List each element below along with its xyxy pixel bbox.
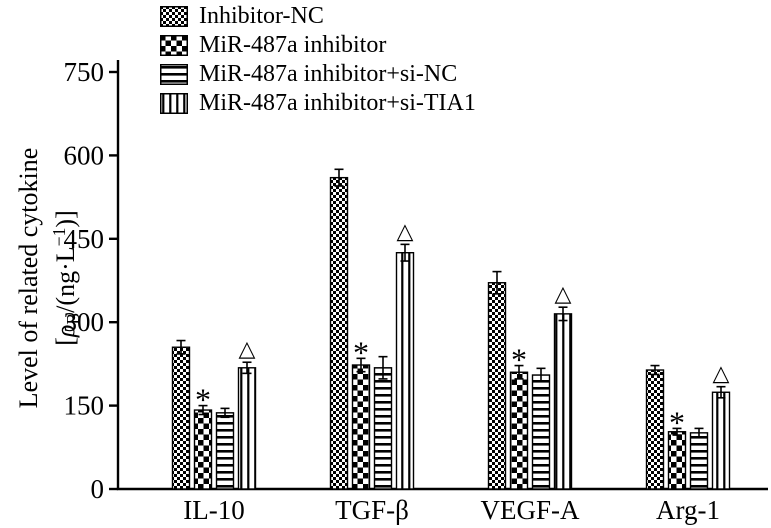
bar [193, 409, 213, 490]
units-exponent: −1 [49, 227, 69, 247]
legend-swatch-vlines-icon [160, 93, 188, 114]
x-category-label: Arg-1 [656, 495, 720, 525]
bar [509, 371, 529, 490]
legend-label: MiR-487a inhibitor+si-TIA1 [199, 90, 476, 116]
bar [711, 391, 731, 490]
legend-swatch-rect [160, 64, 188, 85]
significance-asterisk: * [353, 334, 369, 370]
legend-item: MiR-487a inhibitor+si-NC [160, 60, 476, 89]
y-tick-label: 450 [64, 224, 105, 254]
significance-triangle: △ [239, 336, 256, 361]
rho-subscript: B [63, 312, 84, 325]
y-axis-label-units: [ρB/(ng·L−1)] [44, 63, 89, 493]
y-tick-label: 300 [64, 307, 105, 337]
y-axis-label-line1: Level of related cytokine [14, 147, 43, 409]
x-category-label: TGF-β [335, 495, 409, 525]
bar [395, 251, 415, 490]
units-text: /(ng·L [50, 246, 80, 313]
y-tick-label: 750 [64, 57, 105, 87]
bar [329, 176, 349, 490]
bar [531, 374, 551, 490]
bar [487, 282, 507, 490]
legend-label: MiR-487a inhibitor [199, 32, 387, 58]
legend-label: MiR-487a inhibitor+si-NC [199, 61, 458, 87]
significance-asterisk: * [511, 342, 527, 378]
significance-asterisk: * [669, 404, 685, 440]
legend-swatch-checker-small-icon [160, 6, 188, 27]
y-tick-label: 0 [91, 474, 105, 504]
legend: Inhibitor-NC MiR-487a inhibitor MiR-487a… [160, 2, 476, 118]
bracket-open: [ [50, 337, 80, 346]
legend-swatch-rect [160, 93, 188, 114]
significance-asterisk: * [195, 382, 211, 418]
bar [645, 369, 665, 490]
bar [171, 346, 191, 490]
bar [237, 367, 257, 490]
legend-item: MiR-487a inhibitor+si-TIA1 [160, 89, 476, 118]
bracket-close: )] [50, 210, 80, 228]
y-tick-label: 150 [64, 391, 105, 421]
significance-triangle: △ [555, 281, 572, 306]
legend-swatch-rect [160, 35, 188, 56]
legend-swatch-checker-large-icon [160, 35, 188, 56]
significance-triangle: △ [397, 218, 414, 243]
bar [553, 313, 573, 490]
y-axis-label: Level of related cytokine [ρB/(ng·L−1)] [13, 63, 83, 493]
legend-swatch-rect [160, 6, 188, 27]
legend-item: MiR-487a inhibitor [160, 31, 476, 60]
bar [689, 432, 709, 490]
legend-item: Inhibitor-NC [160, 2, 476, 31]
significance-triangle: △ [713, 361, 730, 386]
bar [351, 364, 371, 490]
bar [373, 367, 393, 490]
x-category-label: IL-10 [183, 495, 244, 525]
legend-label: Inhibitor-NC [199, 3, 324, 29]
rho-symbol: ρ [50, 324, 80, 338]
y-tick-label: 600 [64, 140, 105, 170]
x-category-label: VEGF-A [481, 495, 580, 525]
legend-swatch-hlines-icon [160, 64, 188, 85]
bar [215, 412, 235, 490]
